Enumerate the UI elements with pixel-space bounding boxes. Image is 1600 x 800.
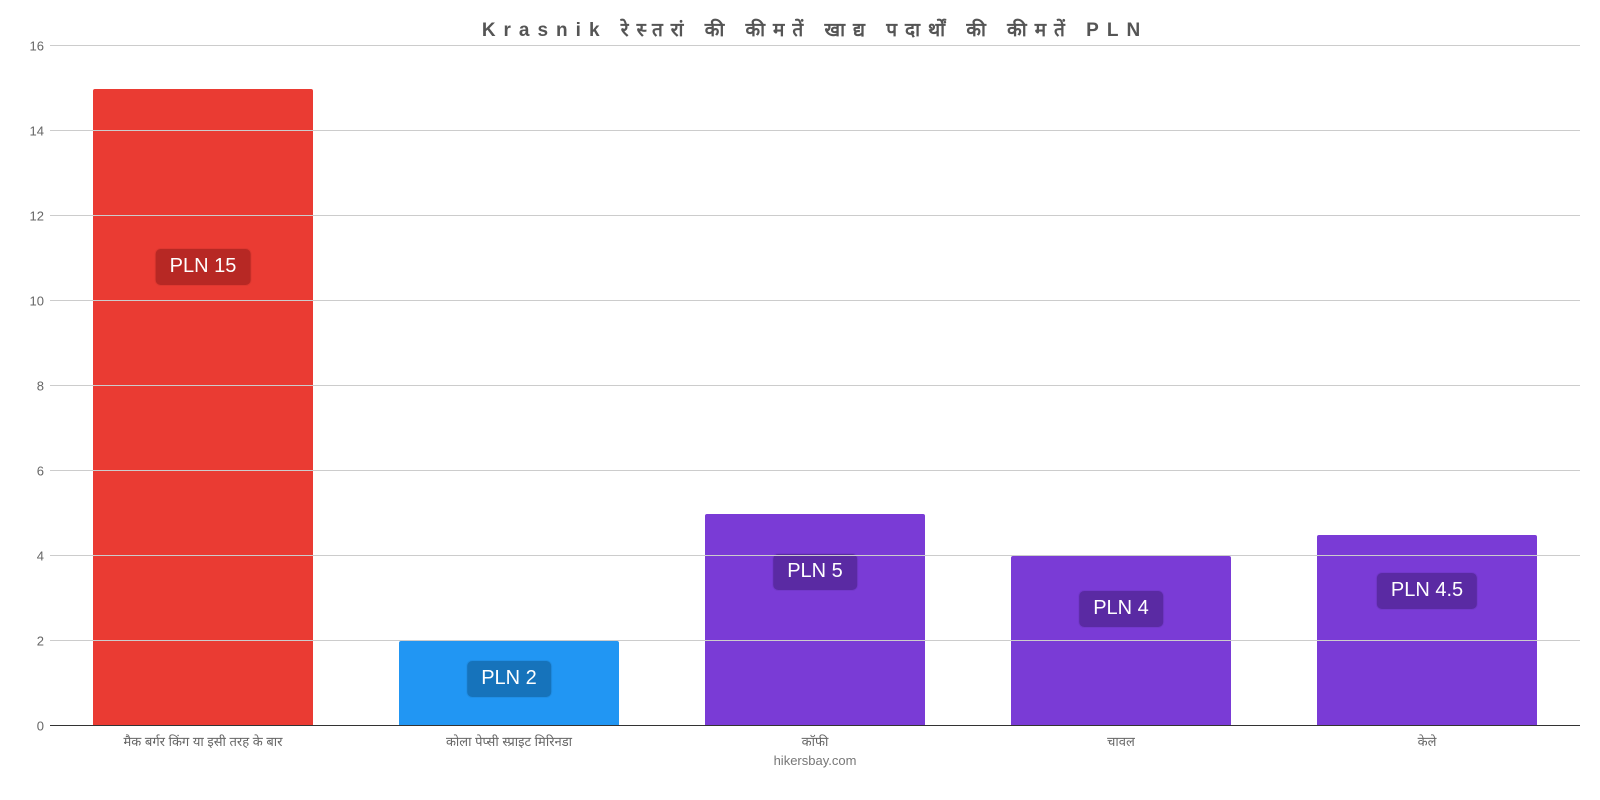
- x-tick-label: चावल: [968, 732, 1274, 752]
- x-tick-label: मैक बर्गर किंग या इसी तरह के बार: [50, 732, 356, 752]
- bar-slot: PLN 2: [356, 46, 662, 726]
- y-tick-label: 0: [4, 719, 44, 734]
- bar: PLN 15: [93, 89, 313, 727]
- bar: PLN 4.5: [1317, 535, 1537, 726]
- bar-value-label: PLN 15: [156, 249, 251, 285]
- bar-value-label: PLN 4: [1079, 591, 1163, 627]
- y-axis: 0246810121416: [0, 46, 50, 726]
- x-axis-labels: मैक बर्गर किंग या इसी तरह के बारकोला पेप…: [50, 732, 1580, 752]
- bars-group: PLN 15 PLN 2 PLN 5 PLN 4 PLN 4.5: [50, 46, 1580, 726]
- bar: PLN 2: [399, 641, 619, 726]
- plot-area: 0246810121416 PLN 15PLN 2PLN 5PLN 4PLN 4…: [50, 46, 1580, 726]
- gridline: [50, 385, 1580, 386]
- bar: PLN 4: [1011, 556, 1231, 726]
- gridline: [50, 300, 1580, 301]
- x-tick-label: कॉफी: [662, 732, 968, 752]
- y-tick-label: 14: [4, 124, 44, 139]
- bar-slot: PLN 5: [662, 46, 968, 726]
- gridline: [50, 470, 1580, 471]
- gridline: [50, 215, 1580, 216]
- bar-value-label: PLN 4.5: [1377, 573, 1477, 609]
- attribution-text: hikersbay.com: [774, 753, 857, 768]
- bar-value-label: PLN 2: [467, 661, 551, 697]
- chart-title: Krasnik रेस्तरां की कीमतें खाद्य पदार्थो…: [50, 10, 1580, 46]
- y-tick-label: 12: [4, 209, 44, 224]
- y-tick-label: 10: [4, 294, 44, 309]
- bar-slot: PLN 15: [50, 46, 356, 726]
- x-tick-label: केले: [1274, 732, 1580, 752]
- gridline: [50, 130, 1580, 131]
- y-tick-label: 6: [4, 464, 44, 479]
- chart-container: Krasnik रेस्तरां की कीमतें खाद्य पदार्थो…: [0, 0, 1600, 800]
- y-tick-label: 16: [4, 39, 44, 54]
- bar-slot: PLN 4.5: [1274, 46, 1580, 726]
- y-tick-label: 4: [4, 549, 44, 564]
- bar: PLN 5: [705, 514, 925, 727]
- gridline: [50, 640, 1580, 641]
- gridline: [50, 45, 1580, 46]
- y-tick-label: 8: [4, 379, 44, 394]
- bar-slot: PLN 4: [968, 46, 1274, 726]
- bar-value-label: PLN 5: [773, 554, 857, 590]
- y-tick-label: 2: [4, 634, 44, 649]
- gridline: [50, 555, 1580, 556]
- x-axis-baseline: [50, 725, 1580, 726]
- x-tick-label: कोला पेप्सी स्प्राइट मिरिनडा: [356, 732, 662, 752]
